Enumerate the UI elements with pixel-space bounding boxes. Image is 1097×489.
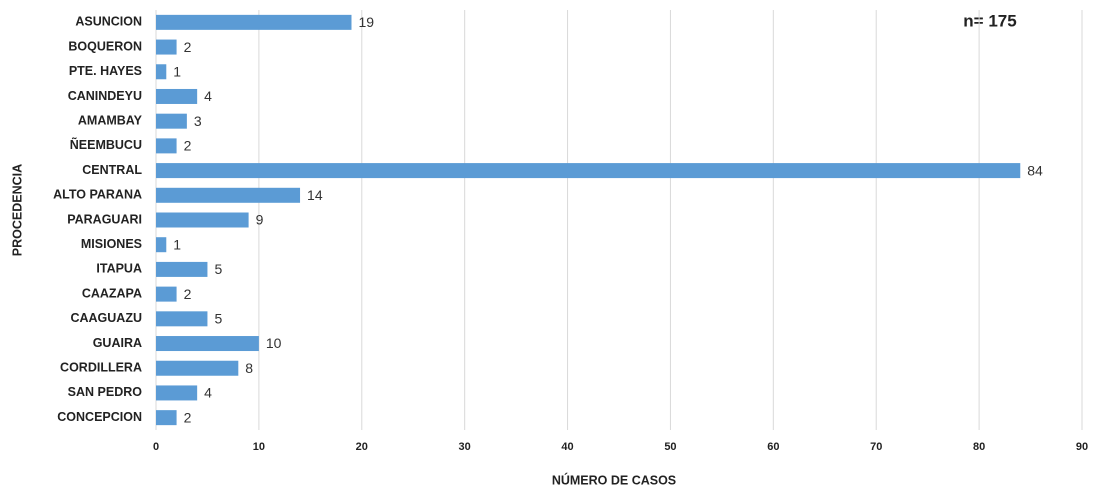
value-label: 2	[184, 286, 192, 302]
y-tick-label: CORDILLERA	[60, 361, 142, 375]
bar	[156, 64, 167, 80]
y-tick-label: ALTO PARANA	[53, 188, 142, 202]
bar	[156, 311, 208, 327]
bar	[156, 88, 198, 104]
x-tick-label: 60	[767, 441, 779, 453]
bar	[156, 385, 198, 401]
value-label: 3	[194, 113, 202, 129]
bar	[156, 113, 187, 129]
y-tick-label: ASUNCION	[75, 15, 142, 29]
bar	[156, 163, 1021, 179]
value-label: 1	[173, 63, 181, 79]
bar	[156, 410, 177, 426]
x-tick-label: 90	[1076, 441, 1088, 453]
y-tick-label: MISIONES	[81, 237, 142, 251]
bar	[156, 14, 352, 30]
y-tick-label: PTE. HAYES	[69, 64, 142, 78]
y-tick-label: BOQUERON	[68, 39, 142, 53]
value-label: 5	[214, 311, 222, 327]
value-label: 2	[184, 138, 192, 154]
value-label: 2	[184, 409, 192, 425]
y-tick-label: SAN PEDRO	[68, 385, 143, 399]
value-label: 1	[173, 236, 181, 252]
y-tick-label: CANINDEYU	[68, 89, 142, 103]
x-axis-title: NÚMERO DE CASOS	[552, 472, 676, 487]
y-tick-label: CONCEPCION	[57, 410, 142, 424]
bar	[156, 212, 249, 228]
y-tick-label: CAAGUAZU	[70, 311, 142, 325]
value-label: 2	[184, 39, 192, 55]
y-tick-label: PARAGUARI	[67, 212, 142, 226]
annotation: n= 175	[963, 11, 1016, 30]
x-tick-label: 70	[870, 441, 882, 453]
value-label: 10	[266, 335, 282, 351]
value-label: 5	[214, 261, 222, 277]
value-label: 14	[307, 187, 323, 203]
bar	[156, 237, 167, 253]
bar	[156, 336, 259, 352]
y-tick-label: CENTRAL	[82, 163, 142, 177]
x-tick-label: 80	[973, 441, 985, 453]
value-label: 9	[256, 212, 264, 228]
value-label: 8	[245, 360, 253, 376]
x-tick-label: 20	[356, 441, 368, 453]
x-tick-label: 40	[561, 441, 573, 453]
y-tick-label: CAAZAPA	[82, 286, 142, 300]
x-tick-label: 30	[459, 441, 471, 453]
bar	[156, 39, 177, 55]
bar	[156, 360, 239, 376]
x-tick-label: 0	[153, 441, 159, 453]
y-axis-title: PROCEDENCIA	[10, 164, 24, 256]
y-tick-label: GUAIRA	[93, 336, 142, 350]
y-tick-label: ÑEEMBUCU	[70, 137, 142, 152]
bar	[156, 261, 208, 277]
y-tick-label: ITAPUA	[96, 262, 142, 276]
bar	[156, 138, 177, 154]
bar	[156, 187, 301, 203]
x-tick-label: 10	[253, 441, 265, 453]
x-tick-label: 50	[664, 441, 676, 453]
value-label: 84	[1027, 162, 1043, 178]
value-label: 4	[204, 88, 212, 104]
value-label: 4	[204, 385, 212, 401]
bar	[156, 286, 177, 302]
y-tick-label: AMAMBAY	[78, 113, 143, 127]
value-label: 19	[358, 14, 374, 30]
